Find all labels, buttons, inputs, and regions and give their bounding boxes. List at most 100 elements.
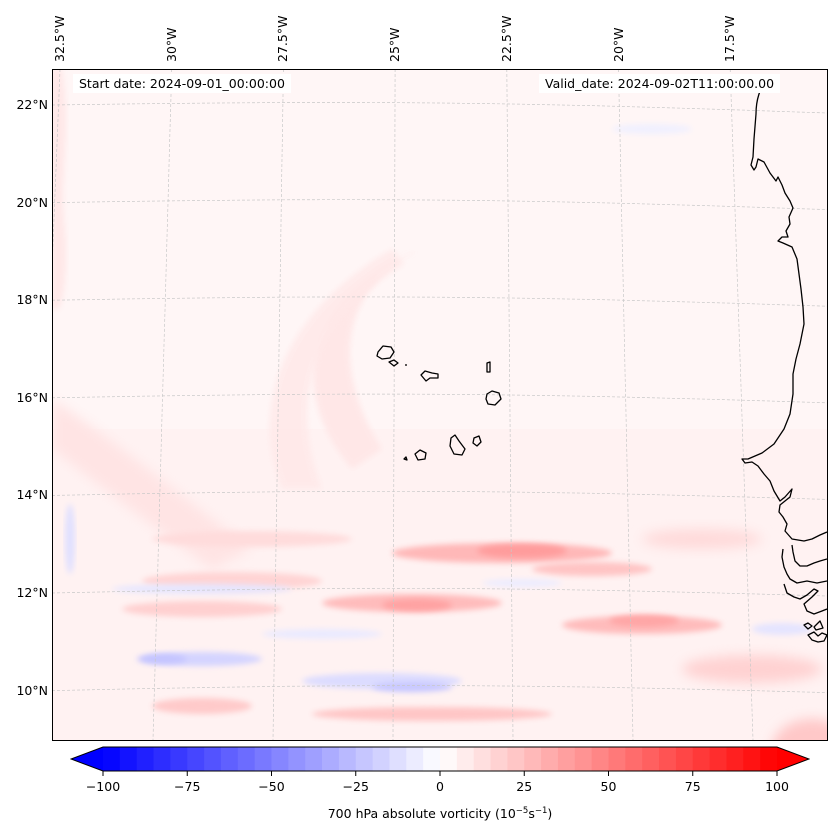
vorticity-contours xyxy=(52,69,827,740)
positive-band xyxy=(642,529,762,549)
colorbar-cell xyxy=(557,747,576,771)
colorbar-tick-label: −50 xyxy=(258,779,285,794)
colorbar-cell xyxy=(254,747,273,771)
lat-label: 10°N xyxy=(16,682,48,698)
colorbar-cell xyxy=(743,747,761,771)
gridlines xyxy=(52,69,827,740)
coastline-west-africa xyxy=(741,76,827,542)
colorbar-extend-max xyxy=(777,747,809,771)
colorbar-cell xyxy=(288,747,306,771)
colorbar-tick-label: −75 xyxy=(174,779,201,794)
negative-band xyxy=(137,654,187,664)
island-sal xyxy=(486,361,491,373)
colorbar-tick-label: 25 xyxy=(516,779,533,794)
lat-gridline xyxy=(52,393,827,404)
colorbar-tick-label: 100 xyxy=(765,779,789,794)
lon-gridline xyxy=(506,69,514,740)
colorbar-cell xyxy=(372,747,391,771)
negative-band xyxy=(262,629,382,639)
lon-label: 22.5°W xyxy=(498,15,514,62)
colorbar-cell xyxy=(305,747,323,771)
colorbar-cell xyxy=(322,747,340,771)
positive-band xyxy=(682,655,822,683)
colorbar-label-text: ) xyxy=(547,806,553,822)
lat-label: 14°N xyxy=(16,487,48,503)
positive-band xyxy=(532,562,652,576)
colorbar xyxy=(70,746,810,776)
colorbar-cell xyxy=(541,747,559,771)
colorbar-label-text: 700 hPa absolute vorticity (10 xyxy=(327,806,516,822)
colorbar-cell xyxy=(456,747,475,771)
lon-gridline xyxy=(152,69,173,740)
positive-band xyxy=(773,719,827,740)
lat-gridline xyxy=(52,685,827,693)
coastline-west-africa xyxy=(783,583,827,615)
positive-band xyxy=(609,615,679,627)
lat-label: 18°N xyxy=(16,292,48,308)
negative-band xyxy=(65,504,75,574)
negative-band xyxy=(612,124,692,134)
colorbar-cell xyxy=(760,747,778,771)
colorbar-cell xyxy=(170,747,188,771)
colorbar-cell xyxy=(507,747,525,771)
bijagos-islands xyxy=(803,620,824,631)
lon-gridline xyxy=(392,69,396,740)
map-panel[interactable] xyxy=(52,69,827,740)
colorbar-tick-label: −100 xyxy=(85,779,121,794)
colorbar-cell xyxy=(153,747,171,771)
negative-band xyxy=(112,584,292,594)
lon-label: 27.5°W xyxy=(275,15,291,62)
island-brava xyxy=(403,456,408,461)
colorbar-cells xyxy=(71,747,809,771)
colorbar-cell xyxy=(490,747,508,771)
colorbar-tick-label: 75 xyxy=(684,779,701,794)
colorbar-cell xyxy=(709,747,728,771)
lat-gridline xyxy=(52,199,827,210)
colorbar-cell xyxy=(642,747,660,771)
negative-band xyxy=(372,682,452,692)
positive-band xyxy=(152,531,352,547)
positive-band xyxy=(477,544,567,558)
positive-band xyxy=(122,601,282,617)
colorbar-tick-label: 0 xyxy=(436,779,444,794)
colorbar-cell xyxy=(675,747,694,771)
coastlines xyxy=(376,76,827,643)
valid-date-annotation: Valid_date: 2024-09-02T11:00:00.00 xyxy=(539,74,781,93)
colorbar-label-exponent: −5 xyxy=(515,806,529,816)
coastline-west-africa xyxy=(781,548,827,584)
lat-label: 16°N xyxy=(16,389,48,405)
colorbar-cell xyxy=(103,747,121,771)
colorbar-cell xyxy=(440,747,458,771)
lat-label: 22°N xyxy=(16,97,48,112)
colorbar-ticks xyxy=(102,771,778,776)
colorbar-cell xyxy=(136,747,155,771)
colorbar-cell xyxy=(423,747,441,771)
positive-band xyxy=(382,599,452,611)
negative-band xyxy=(482,579,562,587)
colorbar-cell xyxy=(574,747,593,771)
colorbar-cell xyxy=(237,747,256,771)
colorbar-cell xyxy=(625,747,643,771)
colorbar-cell xyxy=(473,747,492,771)
colorbar-cell xyxy=(271,747,289,771)
island-santo-antao xyxy=(376,345,395,360)
lon-label: 30°W xyxy=(163,27,179,62)
colorbar-cell xyxy=(406,747,424,771)
lon-gridline xyxy=(618,69,634,740)
island-sao-vicente xyxy=(388,359,399,367)
lon-label: 25°W xyxy=(387,27,403,62)
colorbar-cell xyxy=(608,747,626,771)
positive-band xyxy=(152,698,252,714)
island-santiago xyxy=(449,434,466,456)
colorbar-cell xyxy=(726,747,744,771)
lat-gridline xyxy=(52,296,827,307)
field-region xyxy=(313,250,417,469)
lat-label: 12°N xyxy=(16,585,48,600)
colorbar-cell xyxy=(220,747,239,771)
lon-label: 20°W xyxy=(610,27,626,62)
colorbar-cell xyxy=(591,747,610,771)
lon-label: 17.5°W xyxy=(722,15,738,62)
colorbar-cell xyxy=(187,747,205,771)
colorbar-cell xyxy=(204,747,222,771)
lon-gridline xyxy=(272,69,284,740)
